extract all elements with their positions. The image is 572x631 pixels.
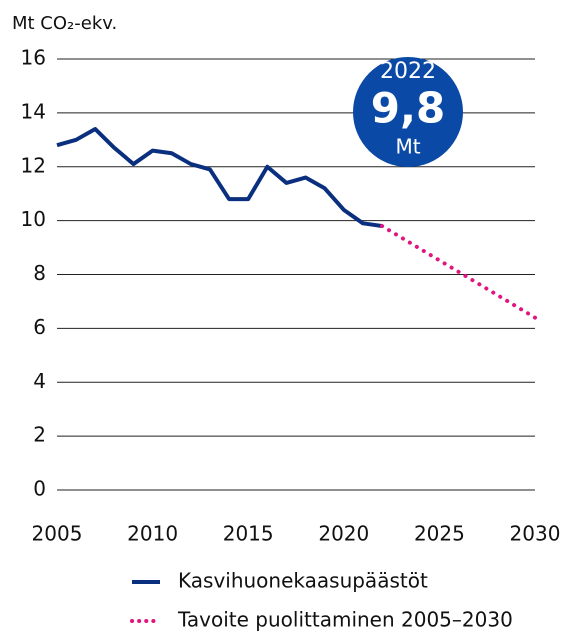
series-line [56, 127, 383, 228]
badge [353, 57, 463, 167]
badge-unit: Mt [395, 135, 420, 159]
y-tick-label: 0 [33, 477, 46, 501]
x-tick-label: 2025 [414, 522, 465, 546]
x-tick-label: 2020 [318, 522, 369, 546]
x-tick-label: 2010 [127, 522, 178, 546]
x-tick-label: 2030 [510, 522, 561, 546]
legend-label: Kasvihuonekaasupäästöt [178, 569, 428, 593]
y-tick-label: 2 [33, 423, 46, 447]
x-tick-label: 2005 [32, 522, 83, 546]
y-tick-label: 16 [21, 46, 46, 70]
badge-year: 2022 [380, 59, 436, 84]
badge-value: 9,8 [371, 84, 445, 133]
series-line [380, 224, 537, 320]
y-tick-label: 8 [33, 261, 46, 285]
y-tick-label: 6 [33, 315, 46, 339]
y-tick-label: 12 [21, 153, 46, 177]
y-tick-label: 10 [21, 207, 46, 231]
x-tick-label: 2015 [223, 522, 274, 546]
y-axis-label: Mt CO₂-ekv. [12, 13, 117, 34]
y-tick-label: 4 [33, 369, 46, 393]
y-tick-label: 14 [21, 99, 46, 123]
legend-label: Tavoite puolittaminen 2005–2030 [177, 608, 513, 631]
